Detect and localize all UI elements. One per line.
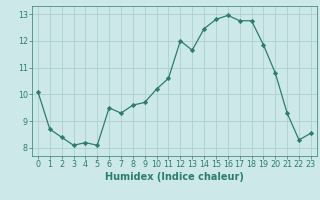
X-axis label: Humidex (Indice chaleur): Humidex (Indice chaleur) xyxy=(105,172,244,182)
